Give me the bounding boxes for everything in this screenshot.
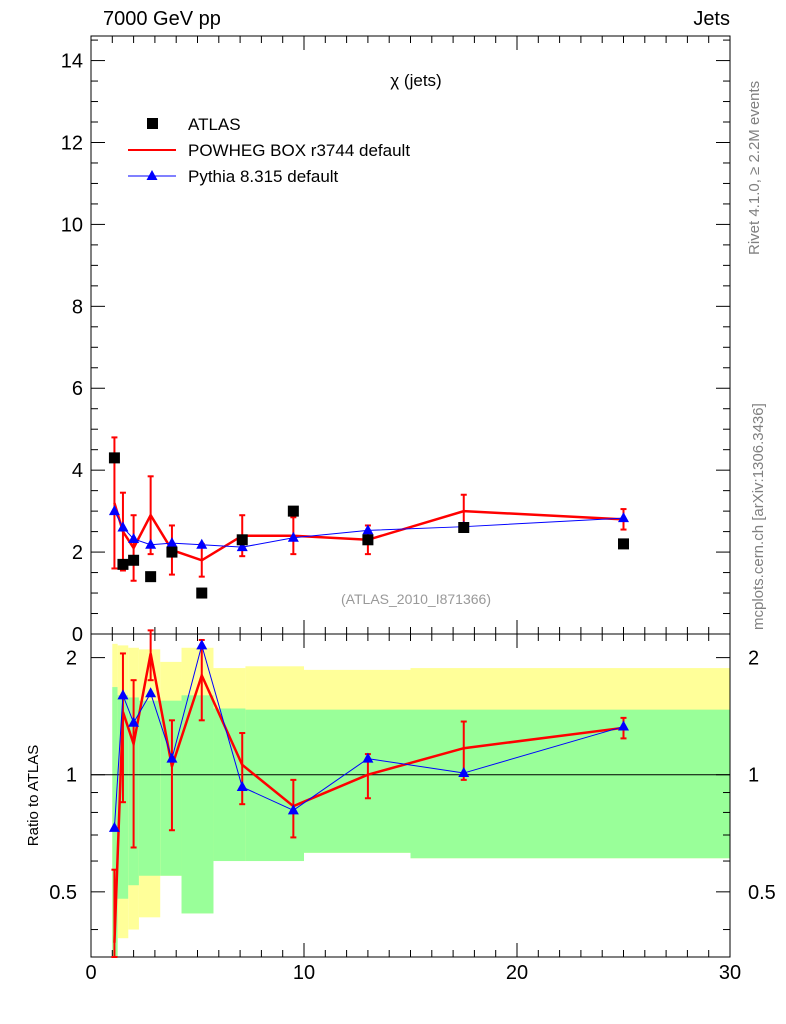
y-tick-label: 6 — [72, 378, 83, 400]
ratio-y-tick-label-right: 1 — [748, 765, 759, 787]
ratio-band-green — [160, 700, 182, 876]
pythia-point — [618, 512, 629, 523]
ratio-y-tick-label: 2 — [66, 648, 77, 670]
ratio-pythia-point — [287, 804, 299, 815]
ratio-pythia-point — [128, 716, 140, 727]
ratio-band-green — [181, 695, 214, 914]
atlas-data-point — [287, 505, 299, 517]
ratio-y-tick-label-right: 2 — [748, 648, 759, 670]
atlas-data-point — [166, 546, 178, 558]
y-tick-label: 10 — [61, 214, 83, 236]
y-tick-label: 0 — [72, 624, 83, 646]
energy-label: 7000 GeV pp — [103, 8, 221, 30]
legend-label-atlas: ATLAS — [188, 115, 241, 134]
ratio-pythia-point — [166, 752, 178, 763]
ratio-pythia-point — [145, 687, 157, 698]
x-tick-label: 0 — [85, 962, 96, 984]
pythia-point — [117, 521, 129, 532]
legend-marker-pythia — [146, 170, 158, 180]
legend-label-pythia: Pythia 8.315 default — [188, 167, 339, 186]
atlas-data-point — [108, 452, 120, 464]
atlas-data-point — [145, 571, 157, 583]
ratio-y-axis-label: Ratio to ATLAS — [25, 745, 42, 846]
observable-group-label: Jets — [693, 8, 730, 30]
ratio-pythia-point — [458, 767, 470, 778]
pythia-point — [145, 538, 157, 549]
x-tick-label: 20 — [506, 962, 528, 984]
y-tick-label: 2 — [72, 542, 83, 564]
ratio-y-tick-label: 1 — [66, 765, 77, 787]
ratio-pythia-point — [117, 689, 129, 700]
ratio-pythia-point — [362, 752, 374, 763]
ratio-band-green — [410, 709, 730, 859]
atlas-data-point — [196, 587, 208, 599]
pythia-point — [196, 538, 208, 549]
ratio-band-green — [138, 700, 161, 876]
ratio-y-tick-label: 0.5 — [49, 882, 77, 904]
atlas-data-point — [117, 558, 129, 570]
ratio-pythia-point — [618, 720, 629, 731]
atlas-data-point — [128, 554, 140, 566]
atlas-data-point — [362, 534, 374, 546]
ratio-y-tick-label-right: 0.5 — [748, 882, 776, 904]
legend-label-powheg: POWHEG BOX r3744 default — [188, 141, 410, 160]
pythia-point — [166, 537, 178, 548]
analysis-watermark: (ATLAS_2010_I871366) — [341, 591, 491, 607]
ratio-pythia-point — [196, 639, 208, 650]
y-tick-label: 14 — [61, 51, 83, 73]
ratio-pythia-point — [236, 780, 248, 791]
pythia-point — [128, 532, 140, 543]
x-tick-label: 30 — [719, 962, 741, 984]
y-tick-label: 12 — [61, 132, 83, 154]
y-tick-label: 4 — [72, 460, 83, 482]
atlas-data-point — [458, 522, 470, 534]
atlas-data-point — [236, 534, 248, 546]
pythia-point — [236, 541, 248, 552]
ratio-pythia-point — [108, 821, 120, 832]
pythia-point — [287, 531, 299, 542]
ratio-band-green — [304, 709, 411, 853]
x-tick-label: 10 — [293, 962, 315, 984]
y-tick-label: 8 — [72, 296, 83, 318]
atlas-data-point — [618, 538, 629, 550]
legend-marker-atlas — [147, 118, 158, 129]
pythia-point — [362, 524, 374, 535]
pythia-point — [108, 505, 120, 516]
chart-title: χ (jets) — [390, 71, 441, 90]
